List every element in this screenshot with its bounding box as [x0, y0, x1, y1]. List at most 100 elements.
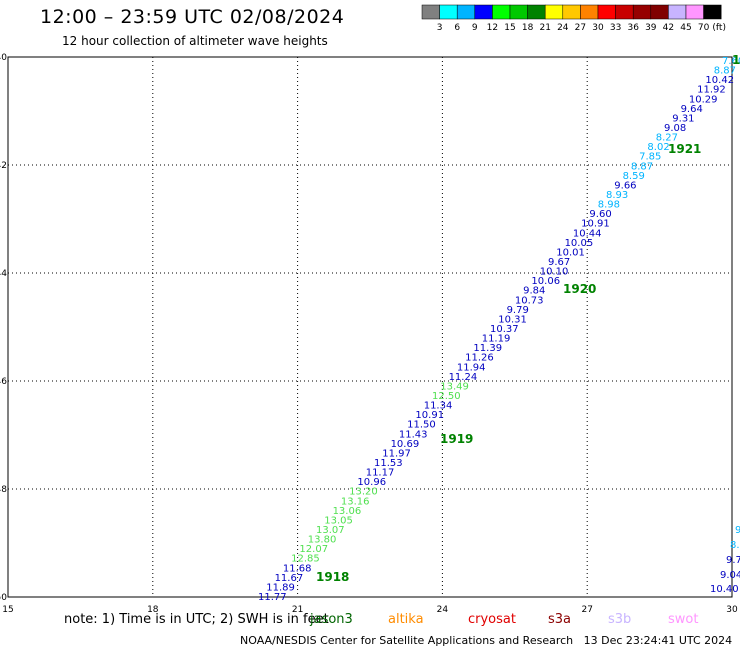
colorbar-label: 33 — [610, 23, 621, 33]
colorbar-swatch — [580, 4, 599, 20]
colorbar-label: 42 — [663, 23, 674, 33]
data-point-label: 9.60 — [589, 209, 611, 220]
data-point-label: 8.87 — [714, 66, 736, 77]
data-point-label: 10.06 — [531, 276, 560, 287]
colorbar-label: 6 — [454, 23, 460, 33]
x-tick-label: 18 — [147, 605, 159, 615]
colorbar-swatch — [703, 4, 722, 20]
x-tick-label: 24 — [437, 605, 449, 615]
timestamp-text: 13 Dec 23:24:41 UTC 2024 — [583, 634, 733, 647]
colorbar-label: 70 — [698, 23, 710, 33]
data-point-label: 8.93 — [606, 190, 628, 201]
data-point-label: 8.27 — [656, 133, 678, 144]
data-point-label: 8.98 — [598, 200, 620, 211]
colorbar-label: 18 — [522, 23, 534, 33]
data-point-label: 11.50 — [407, 420, 436, 431]
data-point-label: 11.94 — [457, 362, 486, 373]
data-point-label: 13.06 — [333, 506, 362, 517]
colorbar-label: 24 — [557, 23, 569, 33]
pass-number-label: 1920 — [563, 282, 596, 296]
colorbar-swatch — [597, 4, 616, 20]
data-point-label: 11.26 — [465, 353, 494, 364]
data-point-label: 10.69 — [391, 439, 420, 450]
data-point-label: 13.07 — [316, 525, 345, 536]
data-point-label: 11.19 — [482, 334, 511, 345]
data-point-label: 8. — [730, 540, 740, 551]
pass-number-label: 1919 — [440, 432, 473, 446]
mission-label-swot: swot — [668, 612, 699, 627]
data-point-label: 9.67 — [548, 257, 570, 268]
data-point-label: 11.77 — [258, 592, 287, 603]
data-point-label: 9.64 — [681, 104, 703, 115]
data-point-label: 11.68 — [283, 563, 312, 574]
data-point-label: 10.37 — [490, 324, 519, 335]
data-point-label: 10.01 — [556, 247, 585, 258]
data-point-label: 9.7 — [726, 555, 740, 566]
x-tick-label: 27 — [581, 605, 592, 615]
mission-label-s3b: s3b — [608, 612, 632, 627]
data-point-label: 11.92 — [697, 85, 726, 96]
colorbar-swatch — [421, 4, 440, 20]
pass-number-label: 1921 — [668, 142, 701, 156]
data-point-label: 12.07 — [299, 544, 328, 555]
colorbar-swatch — [492, 4, 511, 20]
chart-subtitle: 12 hour collection of altimeter wave hei… — [62, 34, 328, 48]
y-tick-label: -48 — [0, 485, 7, 495]
footer-note: note: 1) Time is in UTC; 2) SWH is in fe… — [64, 612, 329, 627]
x-tick-label: 21 — [292, 605, 303, 615]
y-tick-label: -40 — [0, 53, 7, 63]
footer-credit: NOAA/NESDIS Center for Satellite Applica… — [240, 634, 732, 647]
colorbar-swatch — [632, 4, 652, 20]
colorbar-label: 12 — [487, 23, 498, 33]
data-point-label: 8.02 — [647, 142, 669, 153]
data-point-label: 11.67 — [275, 573, 304, 584]
data-point-label: 10.73 — [515, 295, 544, 306]
x-tick-label: 15 — [2, 605, 13, 615]
data-point-label: 10.96 — [357, 477, 386, 488]
y-tick-label: -50 — [0, 593, 7, 603]
data-point-label: 10.44 — [573, 228, 602, 239]
data-point-label: 11.43 — [399, 429, 428, 440]
data-point-label: 9 — [735, 525, 740, 536]
chart-title: 12:00 – 23:59 UTC 02/08/2024 — [40, 6, 345, 28]
pass-number-label: 1918 — [316, 570, 349, 584]
colorbar-swatch — [474, 4, 493, 20]
pass-number-label: 1 — [732, 53, 740, 67]
colorbar-label: 36 — [627, 23, 639, 33]
data-point-label: 11.97 — [382, 448, 411, 459]
data-point-label: 10.31 — [498, 314, 527, 325]
colorbar-swatch — [668, 4, 687, 20]
data-point-label: 9.66 — [614, 180, 636, 191]
data-point-label: 10.91 — [415, 410, 444, 421]
data-point-label: 10.05 — [565, 238, 594, 249]
colorbar-label: 21 — [539, 23, 550, 33]
colorbar-label: 30 — [592, 23, 604, 33]
data-point-label: 12.85 — [291, 554, 320, 565]
data-point-label: 8.59 — [623, 171, 645, 182]
colorbar-label: 27 — [575, 23, 586, 33]
data-point-label: 10.91 — [581, 219, 610, 230]
colorbar-swatch — [456, 4, 476, 20]
data-point-label: 13.20 — [349, 487, 378, 498]
colorbar-swatch — [562, 4, 581, 20]
data-point-label: 13.05 — [324, 515, 353, 526]
colorbar-label: (ft) — [712, 23, 726, 33]
mission-label-s3a: s3a — [548, 612, 572, 627]
credit-text: NOAA/NESDIS Center for Satellite Applica… — [240, 634, 574, 647]
mission-label-cryosat: cryosat — [468, 612, 516, 627]
data-point-label: 10.40 — [710, 584, 739, 595]
y-tick-label: -42 — [0, 161, 7, 171]
colorbar-swatch — [650, 4, 669, 20]
mission-label-jason3: jason3 — [310, 612, 353, 627]
data-point-label: 10.10 — [540, 267, 569, 278]
colorbar-label: 45 — [680, 23, 691, 33]
data-point-label: 11.17 — [366, 468, 395, 479]
data-point-label: 13.80 — [308, 535, 337, 546]
colorbar-swatch — [544, 4, 564, 20]
data-point-label: 9.04 — [720, 570, 740, 581]
data-point-label: 10.29 — [689, 94, 718, 105]
colorbar-swatch — [439, 4, 458, 20]
data-point-label: 10.42 — [705, 75, 734, 86]
plot-frame — [7, 56, 733, 598]
